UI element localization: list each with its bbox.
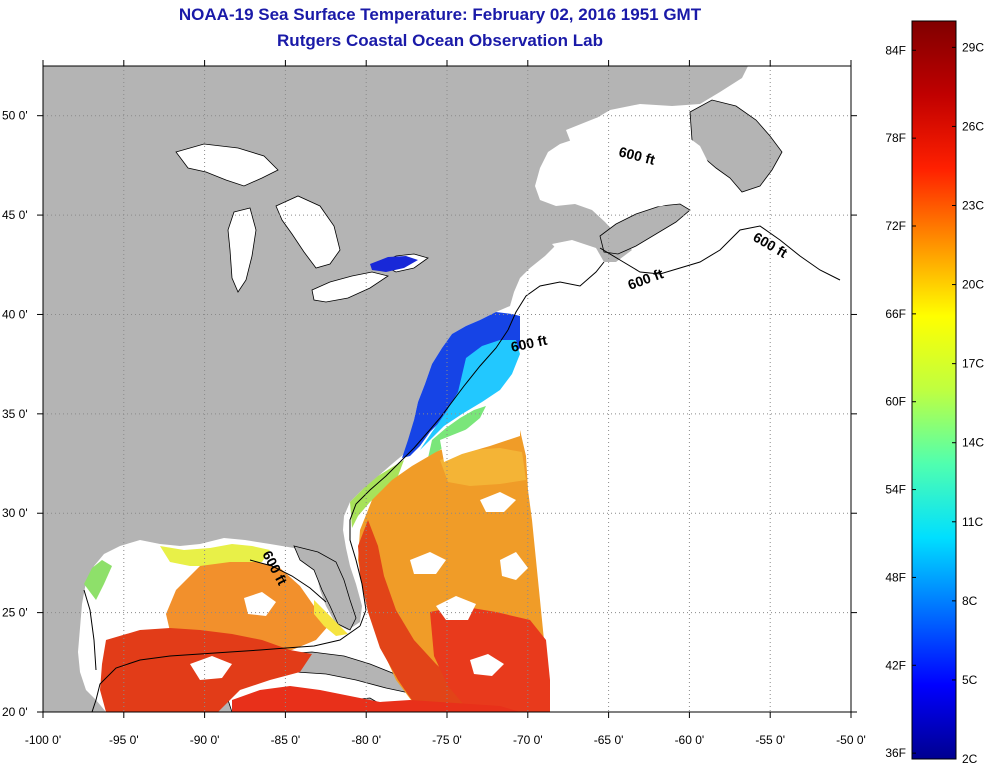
celsius-label: 8C <box>962 594 978 608</box>
lon-tick-label: -70 0' <box>513 733 543 747</box>
celsius-label: 26C <box>962 119 984 133</box>
fahrenheit-label: 66F <box>885 307 906 321</box>
st-lawrence-waters <box>552 112 712 268</box>
map-title: NOAA-19 Sea Surface Temperature: Februar… <box>178 5 702 24</box>
lat-tick-label: 40 0' <box>2 307 28 321</box>
celsius-label: 5C <box>962 673 978 687</box>
sst-gulf-stream-hot <box>358 520 480 712</box>
land-north-america <box>43 66 748 712</box>
sst-shelf-cool <box>420 340 520 450</box>
lon-tick-label: -85 0' <box>271 733 301 747</box>
lat-tick-label: 20 0' <box>2 705 28 719</box>
sst-caribbean <box>232 686 520 712</box>
celsius-label: 17C <box>962 357 984 371</box>
isobath-600ft <box>83 225 841 712</box>
celsius-label: 29C <box>962 40 984 54</box>
sst-georgia-bight <box>350 460 404 528</box>
fahrenheit-label: 60F <box>885 395 906 409</box>
fahrenheit-label: 54F <box>885 483 906 497</box>
celsius-label: 2C <box>962 752 978 766</box>
lon-tick-label: -60 0' <box>675 733 705 747</box>
lon-tick-label: -65 0' <box>594 733 624 747</box>
lon-tick-label: -80 0' <box>351 733 381 747</box>
graticule <box>43 66 851 712</box>
map-body: 600 ft 600 ft 600 ft 600 ft 600 ft <box>43 66 851 712</box>
colorbar-labels: 29C 26C 23C 20C 17C 14C 11C 8C 5C 2C 84F 78F 72F 66F 6… <box>885 40 984 766</box>
lon-tick-label: -55 0' <box>755 733 785 747</box>
colorbar-gradient <box>911 20 957 760</box>
great-lakes <box>175 143 429 303</box>
lat-tick-label: 25 0' <box>2 606 28 620</box>
lon-tick-label: -90 0' <box>190 733 220 747</box>
lat-tick-label: 45 0' <box>2 208 28 222</box>
isobath-label-new-england: 600 ft <box>509 332 548 355</box>
fahrenheit-label: 72F <box>885 219 906 233</box>
sst-warm-band <box>440 448 526 486</box>
fahrenheit-label: 42F <box>885 658 906 672</box>
fahrenheit-label: 48F <box>885 570 906 584</box>
sst-gulf-east-shelf <box>314 600 348 636</box>
land-nova-scotia <box>599 203 691 255</box>
land-florida <box>293 545 357 631</box>
fahrenheit-label: 84F <box>885 43 906 57</box>
lon-tick-label: -75 0' <box>432 733 462 747</box>
fahrenheit-label: 36F <box>885 746 906 760</box>
fahrenheit-label: 78F <box>885 131 906 145</box>
colorbar: 29C 26C 23C 20C 17C 14C 11C 8C 5C 2C 84F 78F 72F 66F 6… <box>885 20 984 766</box>
lake-ontario-sst <box>370 256 418 272</box>
colorbar-ticks <box>912 46 956 760</box>
lon-tick-label: -50 0' <box>836 733 866 747</box>
celsius-label: 11C <box>962 515 983 529</box>
axis-labels: -100 0' -95 0' -90 0' -85 0' -80 0' -75 0' -70… <box>2 109 866 747</box>
cloud-gaps <box>120 410 528 680</box>
lat-tick-label: 50 0' <box>2 109 28 123</box>
sst-gulf-north-shelf <box>160 544 270 566</box>
celsius-label: 23C <box>962 199 984 213</box>
lon-tick-label: -95 0' <box>109 733 139 747</box>
lon-tick-label: -100 0' <box>25 733 61 747</box>
sst-gulf-west-shelf <box>84 560 112 600</box>
celsius-label: 14C <box>962 436 984 450</box>
lat-tick-label: 30 0' <box>2 506 28 520</box>
map-subtitle: Rutgers Coastal Ocean Observation Lab <box>277 31 603 50</box>
lat-tick-label: 35 0' <box>2 407 28 421</box>
axis-ticks <box>37 60 857 718</box>
celsius-label: 20C <box>962 278 984 292</box>
